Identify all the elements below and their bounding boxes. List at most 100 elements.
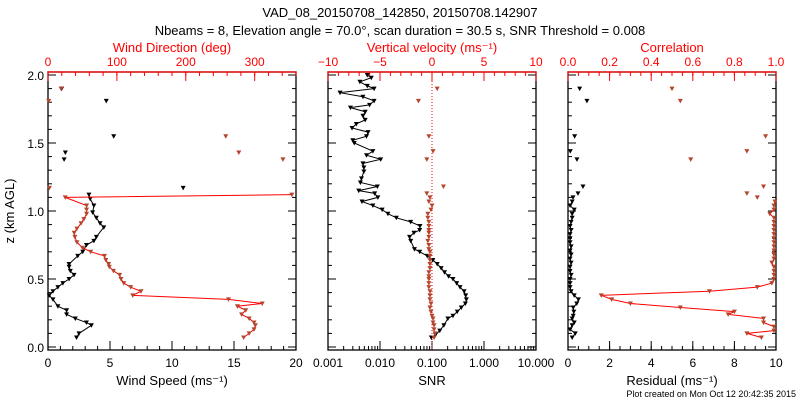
data-point [441, 323, 447, 328]
data-point [408, 238, 414, 244]
data-point [103, 257, 109, 263]
data-point [360, 113, 366, 119]
data-point [677, 305, 683, 311]
data-point [570, 313, 576, 319]
data-point [58, 86, 64, 92]
title-line-1: VAD_08_20150708_142850, 20150708.142907 [262, 5, 537, 20]
top-tick-label: 1.0 [768, 55, 785, 69]
data-point [67, 268, 73, 274]
data-point [567, 256, 573, 262]
data-point [110, 268, 116, 274]
data-point [425, 238, 431, 244]
data-point [364, 73, 370, 78]
data-point [569, 215, 575, 221]
data-point [417, 223, 423, 229]
data-point [350, 138, 356, 143]
data-point [88, 249, 94, 255]
top-tick-label: 200 [176, 55, 196, 69]
data-point [627, 301, 633, 306]
data-point [61, 157, 67, 162]
data-point [771, 324, 777, 330]
data-point [426, 134, 432, 139]
data-point [744, 191, 750, 196]
data-point [445, 316, 451, 321]
bottom-tick-label: 0.001 [313, 356, 343, 370]
data-point [364, 83, 370, 89]
data-point [83, 243, 89, 248]
data-point [771, 256, 777, 262]
data-point [50, 289, 56, 294]
data-point [385, 211, 391, 217]
data-point [450, 313, 456, 319]
bottom-axis-title: SNR [418, 373, 445, 388]
data-point [567, 149, 573, 154]
data-point [771, 232, 777, 237]
top-tick-label: 10 [529, 55, 543, 69]
data-point [567, 236, 573, 241]
top-tick-label: −5 [373, 55, 387, 69]
data-point [580, 184, 586, 190]
data-point [771, 228, 777, 233]
data-point [567, 264, 573, 270]
data-point [88, 323, 94, 328]
data-point [357, 180, 363, 185]
data-point [106, 264, 112, 270]
data-point [357, 79, 363, 85]
data-point [360, 161, 366, 166]
data-point [87, 196, 93, 202]
data-point [241, 335, 247, 340]
data-point [454, 309, 460, 315]
data-point [64, 312, 70, 317]
data-point [568, 289, 574, 294]
data-point [569, 323, 575, 328]
data-point [117, 272, 123, 278]
data-point [771, 252, 777, 258]
data-point [731, 309, 737, 315]
data-point [744, 331, 750, 336]
data-point [568, 244, 574, 249]
data-point [71, 272, 77, 278]
data-point [289, 192, 295, 198]
data-point [426, 243, 432, 248]
data-point [426, 274, 432, 279]
data-point [239, 312, 245, 317]
data-point [763, 134, 769, 139]
data-point [66, 277, 72, 282]
data-point [771, 219, 777, 225]
bottom-tick-label: 10 [165, 356, 179, 370]
data-point [575, 191, 581, 196]
data-point [407, 234, 413, 240]
bottom-tick-label: 10.000 [518, 356, 555, 370]
data-point [118, 277, 124, 282]
data-point [568, 260, 574, 266]
panel-3: 0 2 4 6 8 10 Residual (ms⁻¹) 0.0 0.2 0.4 0.6 0.8 1.0… [560, 40, 785, 388]
data-point [72, 316, 78, 321]
panel-2: 0.001 0.010 0.100 1.000 10.000 SNR −10 −5 0 5 10 Ve… [313, 40, 555, 388]
data-point [374, 184, 380, 190]
data-point [101, 253, 107, 259]
plot-frame [567, 71, 777, 351]
data-point [688, 157, 694, 162]
data-point [79, 245, 85, 251]
data-point [431, 335, 437, 340]
data-point [771, 240, 777, 245]
data-point [427, 262, 433, 267]
data-point [463, 293, 469, 298]
data-point [463, 297, 469, 302]
data-point [426, 234, 432, 240]
data-point [572, 331, 578, 336]
y-tick-label: 0.0 [27, 341, 44, 355]
data-point [572, 134, 578, 139]
data-point [74, 240, 80, 245]
data-point [428, 207, 434, 213]
data-point [771, 268, 777, 274]
data-point [761, 184, 767, 190]
data-point [71, 230, 77, 236]
data-point [74, 335, 80, 340]
data-point [454, 281, 460, 286]
data-point [706, 289, 712, 294]
data-point [771, 264, 777, 270]
data-point [761, 316, 767, 321]
data-point [223, 134, 229, 139]
